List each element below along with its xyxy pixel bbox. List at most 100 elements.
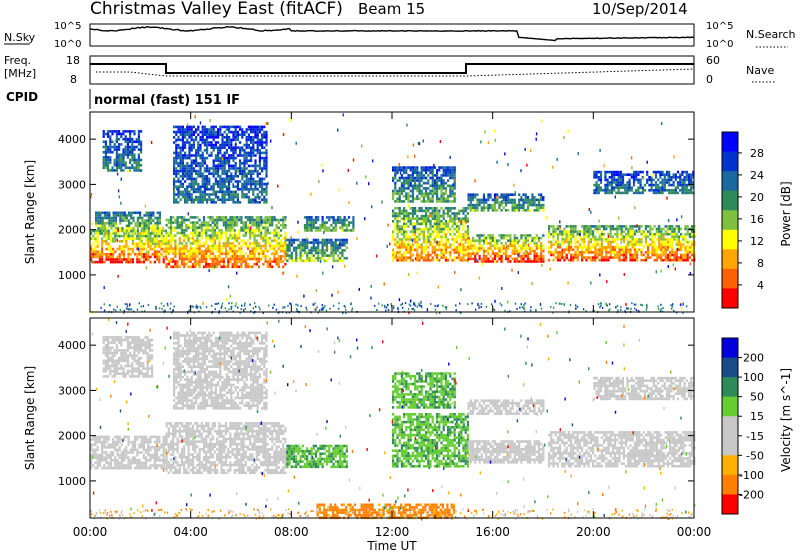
echo-cell xyxy=(176,231,179,235)
echo-cell xyxy=(398,189,401,193)
echo-cell xyxy=(126,150,129,154)
echo-cell xyxy=(449,200,452,203)
echo-cell xyxy=(102,132,105,136)
echo-cell xyxy=(672,189,675,192)
echo-cell xyxy=(206,141,209,144)
echo-cell xyxy=(638,243,641,246)
echo-cell xyxy=(493,196,497,199)
echo-cell xyxy=(264,223,267,227)
echo-cell xyxy=(409,194,412,198)
echo-cell xyxy=(334,218,337,222)
echo-cell xyxy=(416,174,419,177)
echo-cell xyxy=(242,223,245,227)
echo-cell xyxy=(124,153,127,157)
echo-cell xyxy=(559,230,562,233)
echo-cell xyxy=(474,255,477,258)
echo-cell xyxy=(691,251,694,254)
echo-cell xyxy=(542,260,545,263)
echo-cell xyxy=(188,141,191,144)
echo-cell xyxy=(599,173,603,176)
echo-cell xyxy=(334,226,337,230)
echo-cell xyxy=(625,235,628,239)
echo-cell xyxy=(411,207,414,210)
echo-cell xyxy=(627,245,630,249)
echo-cell xyxy=(561,251,564,254)
echo-cell xyxy=(603,232,606,236)
echo-cell xyxy=(167,260,170,263)
echo-cell xyxy=(181,177,184,181)
echo-cell xyxy=(222,252,225,256)
echo-cell xyxy=(133,161,136,164)
echo-cell xyxy=(398,230,401,233)
echo-cell xyxy=(509,201,512,204)
echo-cell xyxy=(301,254,304,257)
echo-cell xyxy=(236,138,239,142)
echo-cell xyxy=(407,166,410,169)
echo-cell xyxy=(627,248,630,252)
echo-cell xyxy=(455,238,458,241)
echo-cell xyxy=(436,220,439,223)
echo-cell xyxy=(570,258,573,262)
echo-cell xyxy=(147,240,150,243)
echo-cell xyxy=(343,256,346,260)
echo-cell xyxy=(639,178,642,182)
echo-cell xyxy=(175,159,178,162)
echo-cell xyxy=(165,236,168,240)
echo-cell xyxy=(261,125,264,129)
echo-cell xyxy=(210,154,213,157)
echo-cell xyxy=(179,175,182,178)
echo-cell xyxy=(264,236,267,240)
echo-cell xyxy=(142,253,145,256)
echo-cell xyxy=(675,238,678,241)
echo-cell xyxy=(231,236,234,240)
echo-cell xyxy=(282,216,285,219)
echo-cell xyxy=(466,233,469,236)
echo-cell xyxy=(647,235,650,239)
echo-cell xyxy=(647,251,650,254)
echo-cell xyxy=(420,251,423,254)
echo-cell xyxy=(184,195,187,199)
echo-cell xyxy=(552,235,555,239)
echo-cell xyxy=(125,216,128,220)
echo-cell xyxy=(236,182,239,186)
echo-cell xyxy=(334,238,337,242)
echo-cell xyxy=(657,170,660,174)
echo-cell xyxy=(416,184,419,188)
echo-cell xyxy=(563,251,566,254)
echo-cell xyxy=(238,265,241,269)
echo-cell xyxy=(325,249,329,252)
echo-cell xyxy=(220,236,223,240)
echo-cell xyxy=(669,238,672,241)
echo-cell xyxy=(420,168,423,172)
echo-cell xyxy=(447,220,450,223)
echo-cell xyxy=(195,182,198,186)
echo-cell xyxy=(572,225,575,228)
echo-cell xyxy=(458,246,461,249)
echo-cell xyxy=(120,260,123,264)
echo-cell xyxy=(132,227,135,230)
echo-cell xyxy=(211,229,214,232)
echo-cell xyxy=(218,231,221,235)
echo-cell xyxy=(184,193,187,196)
echo-cell xyxy=(186,198,189,201)
echo-cell xyxy=(493,201,497,204)
echo-cell xyxy=(152,211,155,215)
echo-cell xyxy=(476,234,479,237)
echo-cell xyxy=(535,247,538,250)
echo-cell xyxy=(169,257,173,261)
echo-cell xyxy=(126,130,129,133)
echo-cell xyxy=(213,260,217,263)
echo-cell xyxy=(132,216,135,220)
echo-cell xyxy=(196,236,199,240)
echo-cell xyxy=(138,260,141,264)
echo-cell xyxy=(156,211,159,215)
echo-cell xyxy=(400,253,403,257)
echo-cell xyxy=(199,130,202,134)
echo-cell xyxy=(235,236,239,240)
echo-cell xyxy=(589,238,592,241)
echo-cell xyxy=(616,232,619,236)
echo-cell xyxy=(243,180,246,183)
echo-cell xyxy=(614,238,617,241)
echo-cell xyxy=(502,252,505,255)
echo-cell xyxy=(453,248,456,252)
